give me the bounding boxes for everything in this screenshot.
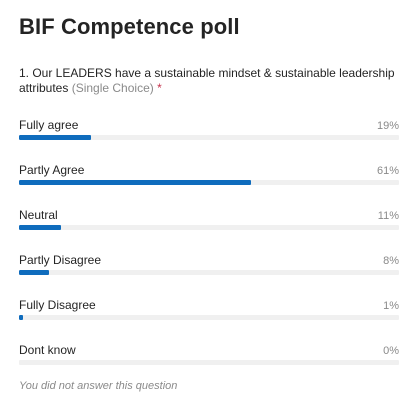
- option-percent: 11%: [377, 210, 399, 222]
- result-bar-fill: [19, 270, 50, 275]
- option-dont-know: Dont know 0%: [19, 343, 399, 367]
- option-label: Dont know: [19, 343, 76, 357]
- result-bar-fill: [19, 225, 61, 230]
- result-bar-fill: [19, 180, 251, 185]
- option-percent: 0%: [383, 345, 399, 357]
- option-neutral: Neutral 11%: [19, 208, 399, 232]
- option-label: Fully agree: [19, 118, 79, 132]
- option-percent: 19%: [376, 120, 399, 132]
- result-bar-track: [19, 225, 399, 230]
- option-label: Partly Agree: [19, 163, 85, 177]
- result-bar-track: [19, 315, 399, 320]
- question-hint: (Single Choice): [71, 81, 154, 95]
- result-bar-track: [19, 360, 399, 365]
- result-bar-track: [19, 135, 399, 140]
- option-label: Fully Disagree: [19, 298, 96, 312]
- option-fully-disagree: Fully Disagree 1%: [19, 298, 399, 322]
- answer-status-note: You did not answer this question: [19, 380, 178, 392]
- poll-question: 1. Our LEADERS have a sustainable mindse…: [19, 66, 404, 96]
- option-percent: 8%: [383, 255, 399, 267]
- question-text: 1. Our LEADERS have a sustainable mindse…: [19, 66, 395, 95]
- option-partly-agree: Partly Agree 61%: [19, 163, 399, 187]
- option-label: Partly Disagree: [19, 253, 102, 267]
- option-percent: 1%: [383, 300, 399, 312]
- option-partly-disagree: Partly Disagree 8%: [19, 253, 399, 277]
- result-bar-fill: [19, 135, 92, 140]
- result-bar-track: [19, 270, 399, 275]
- result-bar-fill: [19, 315, 23, 320]
- option-label: Neutral: [19, 208, 58, 222]
- option-fully-agree: Fully agree 19%: [19, 118, 399, 142]
- result-bar-track: [19, 180, 399, 185]
- required-marker: *: [157, 81, 162, 95]
- option-percent: 61%: [376, 165, 399, 177]
- poll-title: BIF Competence poll: [19, 14, 240, 39]
